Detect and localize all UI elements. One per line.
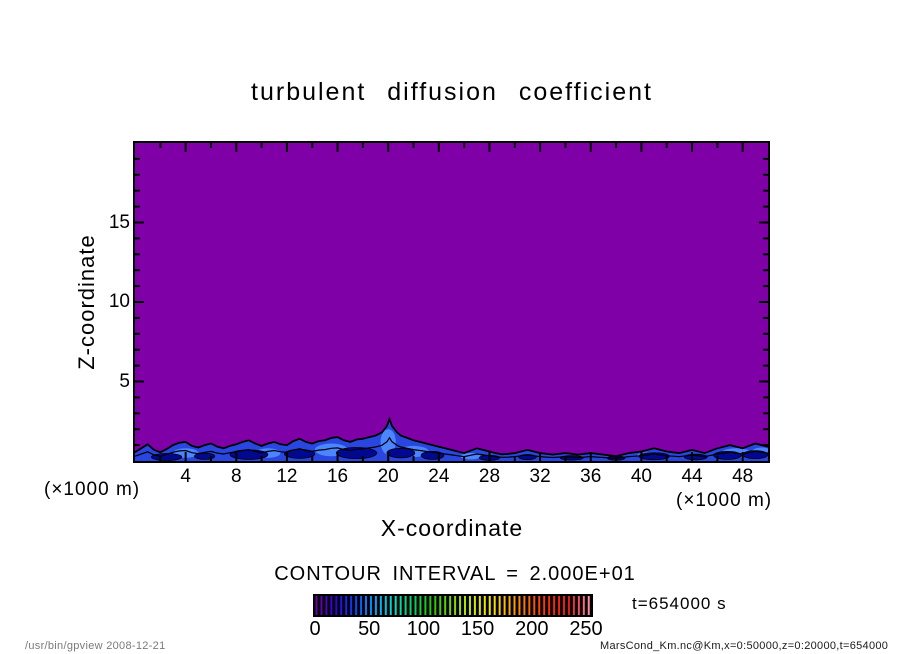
colorbar-stripe [464,596,466,615]
plot-border [133,141,770,463]
colorbar-stripe [394,596,397,615]
colorbar-stripe [528,596,531,615]
colorbar [313,594,593,617]
command-footer: /usr/bin/gpview 2008-12-21 [25,640,166,652]
chart-title: turbulent diffusion coefficient [251,78,653,106]
x-axis-label: X-coordinate [380,515,524,541]
colorbar-stripe [384,596,387,615]
colorbar-tick-label: 0 [309,618,321,640]
x-tick-label: 16 [326,466,349,487]
colorbar-stripe [374,596,377,615]
colorbar-tick-label: 200 [515,618,549,640]
colorbar-stripe [355,596,358,615]
colorbar-stripe [468,596,471,615]
colorbar-stripe [379,596,382,615]
colorbar-stripe [483,596,486,615]
x-tick-label: 24 [428,466,450,487]
colorbar-stripe [399,596,402,615]
colorbar-stripe [325,596,328,615]
colorbar-tick-label: 100 [406,618,441,640]
colorbar-stripe [488,596,491,615]
y-tick-label: 15 [108,211,130,233]
colorbar-stripe [429,596,432,615]
colorbar-stripe [369,596,372,615]
x-axis-unit: (×1000 m) [676,490,773,511]
time-label: t=654000 s [632,594,727,613]
colorbar-stripe [449,596,452,615]
colorbar-stripe [404,596,407,615]
x-tick-label: 48 [732,466,754,487]
colorbar-stripe [567,596,570,615]
colorbar-stripe [320,596,323,615]
colorbar-stripe [548,596,551,615]
colorbar-stripe [513,596,516,615]
colorbar-stripe [439,596,442,615]
x-tick-label: 44 [681,466,703,487]
colorbar-stripe [518,596,521,615]
colorbar-stripe [493,596,496,615]
colorbar-stripe [478,596,481,615]
colorbar-stripe [572,596,575,615]
colorbar-stripe [389,596,392,615]
colorbar-stripe [543,596,546,615]
colorbar-stripe [538,596,541,615]
colorbar-stripe [582,596,585,615]
x-tick-label: 40 [630,466,652,487]
colorbar-stripe [444,596,447,615]
colorbar-stripe [553,596,556,615]
colorbar-stripe [360,596,363,615]
colorbar-stripe [454,596,457,615]
colorbar-stripe [409,596,412,615]
colorbar-tick-label: 150 [460,618,495,640]
colorbar-stripe [424,596,427,615]
x-tick-label: 36 [580,466,602,487]
colorbar-stripe [587,596,590,615]
colorbar-stripe [419,596,422,615]
colorbar-stripe [365,596,367,615]
colorbar-stripe [473,596,476,615]
data-source-footer: MarsCond_Km.nc@Km,x=0:50000,z=0:20000,t=… [600,640,889,652]
colorbar-stripe [350,596,353,615]
colorbar-stripe [335,596,338,615]
colorbar-stripe [563,596,565,615]
colorbar-stripe [498,596,501,615]
contour-interval-note: CONTOUR INTERVAL = 2.000E+01 [274,563,636,585]
x-tick-label: 28 [478,466,501,487]
colorbar-background [313,594,593,617]
colorbar-stripe [533,596,536,615]
x-tick-label: 8 [230,466,242,487]
dark-patch [194,452,216,460]
colorbar-stripe [508,596,511,615]
x-tick-label: 32 [529,466,551,487]
x-tick-label: 20 [377,466,399,487]
colorbar-tick-label: 50 [358,618,381,640]
colorbar-stripe [315,596,318,615]
inner-contour-line [135,436,768,460]
band-contour-line [134,416,769,458]
colorbar-stripe [340,596,343,615]
surface-band-detail [135,429,768,461]
y-axis-unit: (×1000 m) [44,479,141,500]
colorbar-tick-label: 250 [569,618,603,640]
colorbar-stripe [434,596,437,615]
colorbar-stripe [503,596,506,615]
x-tick-label: 12 [276,466,298,487]
y-tick-label: 10 [108,291,130,312]
colorbar-stripe [345,596,348,615]
x-tick-label: 4 [180,466,191,487]
colorbar-stripe [330,596,333,615]
colorbar-stripe [459,596,462,615]
contour-plot [133,141,770,463]
colorbar-stripe [558,596,561,615]
colorbar-stripe [523,596,526,615]
contour-field-low [134,142,769,462]
dark-patch [151,453,183,461]
dark-patch [386,447,416,459]
light-patch [380,429,396,455]
colorbar-stripe [577,596,580,615]
y-tick-label: 5 [119,370,130,392]
colorbar-stripe [414,596,417,615]
